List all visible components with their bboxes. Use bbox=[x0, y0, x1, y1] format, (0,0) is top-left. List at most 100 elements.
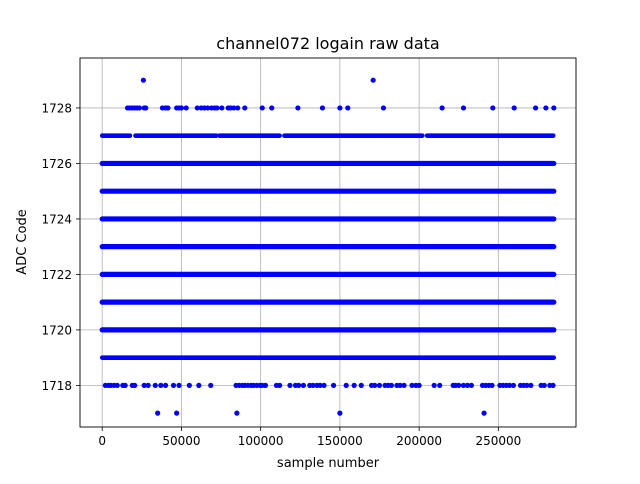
data-point bbox=[376, 382, 383, 388]
data-point bbox=[234, 410, 240, 416]
data-point bbox=[490, 105, 496, 111]
data-point bbox=[524, 382, 530, 388]
data-point bbox=[152, 382, 158, 388]
data-point bbox=[194, 105, 200, 111]
data-point bbox=[511, 105, 517, 111]
data-point bbox=[439, 105, 445, 111]
data-point bbox=[296, 382, 302, 388]
data-point bbox=[141, 382, 147, 388]
data-point bbox=[262, 382, 269, 388]
y-tick-label: 1726 bbox=[41, 157, 72, 171]
data-point bbox=[510, 382, 517, 388]
x-tick-label: 200000 bbox=[396, 434, 442, 448]
data-point bbox=[337, 410, 343, 416]
data-point bbox=[541, 382, 547, 388]
data-point bbox=[310, 382, 316, 388]
data-point bbox=[345, 105, 351, 111]
data-point bbox=[277, 382, 283, 388]
data-point bbox=[431, 382, 437, 388]
x-axis-ticks: 0 50000 100000 150000 200000 250000 bbox=[98, 427, 521, 448]
data-point bbox=[409, 382, 415, 388]
data-point bbox=[401, 382, 407, 388]
x-tick-label: 50000 bbox=[162, 434, 200, 448]
x-tick-label: 150000 bbox=[317, 434, 363, 448]
data-point bbox=[231, 105, 237, 111]
data-point bbox=[506, 382, 513, 388]
data-point bbox=[259, 105, 265, 111]
y-tick-label: 1728 bbox=[41, 101, 72, 115]
data-point bbox=[543, 105, 549, 111]
data-point bbox=[140, 77, 146, 83]
data-point bbox=[170, 382, 177, 388]
data-point bbox=[178, 105, 185, 111]
y-axis-ticks: 1718 1720 1722 1724 1726 1728 bbox=[41, 101, 80, 393]
data-point bbox=[136, 105, 143, 111]
data-point bbox=[219, 105, 225, 111]
data-point bbox=[388, 382, 394, 388]
data-point bbox=[162, 382, 169, 388]
data-point bbox=[321, 382, 327, 388]
data-point bbox=[370, 77, 376, 83]
data-point bbox=[214, 105, 220, 111]
data-point bbox=[176, 382, 182, 388]
data-point bbox=[174, 410, 180, 416]
x-tick-label: 100000 bbox=[238, 434, 284, 448]
data-point bbox=[145, 382, 151, 388]
data-point bbox=[269, 105, 275, 111]
data-point bbox=[456, 382, 462, 388]
data-point bbox=[295, 105, 301, 111]
data-point bbox=[330, 382, 337, 388]
data-point bbox=[337, 105, 343, 111]
data-point bbox=[242, 105, 248, 111]
data-point bbox=[300, 382, 307, 388]
x-axis-label: sample number bbox=[277, 456, 380, 471]
data-point bbox=[343, 382, 349, 388]
data-point bbox=[183, 105, 189, 111]
data-point bbox=[358, 382, 364, 388]
y-tick-label: 1722 bbox=[41, 268, 72, 282]
data-point bbox=[528, 382, 534, 388]
data-point bbox=[143, 105, 149, 111]
data-point bbox=[380, 105, 387, 111]
plot-frame bbox=[79, 57, 577, 428]
y-axis-label: ADC Code bbox=[15, 209, 30, 274]
x-tick-label: 0 bbox=[98, 434, 106, 448]
data-point bbox=[319, 105, 326, 111]
data-point bbox=[372, 382, 378, 388]
y-tick-label: 1720 bbox=[41, 323, 72, 337]
data-point bbox=[437, 382, 443, 388]
data-point bbox=[155, 410, 161, 416]
data-point bbox=[551, 105, 557, 111]
data-point bbox=[204, 105, 211, 111]
x-tick-label: 250000 bbox=[475, 434, 521, 448]
data-point bbox=[208, 382, 214, 388]
y-tick-label: 1718 bbox=[41, 379, 72, 393]
data-point bbox=[158, 382, 164, 388]
data-point bbox=[489, 382, 495, 388]
data-point bbox=[481, 410, 487, 416]
data-point bbox=[122, 382, 128, 388]
data-point bbox=[460, 382, 467, 388]
data-points bbox=[99, 77, 557, 416]
data-point bbox=[460, 105, 467, 111]
chart-title: channel072 logain raw data bbox=[216, 34, 439, 53]
data-point bbox=[416, 382, 422, 388]
y-tick-label: 1724 bbox=[41, 212, 72, 226]
data-point bbox=[165, 105, 171, 111]
data-point bbox=[351, 382, 357, 388]
data-point bbox=[464, 382, 471, 388]
data-point bbox=[468, 382, 475, 388]
data-point bbox=[550, 382, 556, 388]
data-point bbox=[532, 105, 539, 111]
data-point bbox=[132, 382, 138, 388]
data-point bbox=[397, 382, 403, 388]
data-point bbox=[186, 382, 192, 388]
data-point bbox=[235, 105, 241, 111]
data-point bbox=[196, 382, 202, 388]
data-point bbox=[287, 382, 293, 388]
data-point bbox=[317, 382, 323, 388]
data-point bbox=[114, 382, 120, 388]
